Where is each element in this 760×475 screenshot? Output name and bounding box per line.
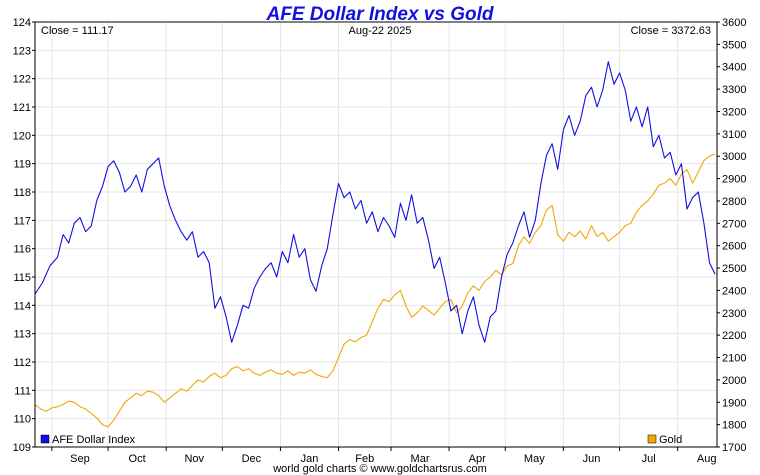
- legend-dollar-swatch: [40, 434, 50, 444]
- right-tick-label: 3500: [722, 39, 746, 51]
- left-tick-label: 116: [13, 244, 31, 256]
- right-tick-label: 3300: [722, 84, 746, 96]
- x-tick-label: May: [524, 453, 545, 465]
- left-tick-label: 112: [13, 357, 31, 369]
- x-tick-label: Oct: [129, 453, 146, 465]
- right-tick-label: 3100: [722, 129, 746, 141]
- left-tick-label: 120: [13, 130, 31, 142]
- x-tick-label: Sep: [70, 453, 90, 465]
- dollar-series: [34, 61, 716, 343]
- left-tick-label: 111: [14, 385, 31, 397]
- right-tick-label: 2900: [722, 174, 746, 186]
- x-tick-label: Apr: [469, 453, 486, 465]
- legend-gold-swatch: [647, 434, 657, 444]
- x-tick-label: Aug: [697, 453, 717, 465]
- left-tick-label: 115: [13, 272, 31, 284]
- right-tick-label: 3000: [722, 151, 746, 163]
- right-tick-label: 3200: [722, 106, 746, 118]
- right-tick-label: 1800: [722, 420, 746, 432]
- x-tick-label: Nov: [184, 453, 204, 465]
- left-tick-label: 124: [13, 17, 31, 29]
- footer-credit: world gold charts © www.goldchartsrus.co…: [272, 463, 487, 475]
- x-tick-label: Dec: [242, 453, 262, 465]
- left-tick-label: 121: [13, 102, 31, 114]
- close-right-label: Close = 3372.63: [631, 25, 711, 37]
- legend-dollar-label: AFE Dollar Index: [52, 434, 136, 446]
- left-tick-label: 114: [13, 300, 31, 312]
- plot-frame: [34, 21, 718, 448]
- right-tick-label: 2200: [722, 330, 746, 342]
- left-axis: 109 110 111 112 113 114 115 116 117 118 119 120 121 1…: [13, 17, 35, 454]
- left-tick-label: 118: [13, 187, 31, 199]
- left-tick-label: 123: [13, 45, 31, 57]
- right-tick-label: 1900: [722, 397, 746, 409]
- dollar-line: [34, 61, 716, 343]
- gold-series: [34, 153, 716, 428]
- left-tick-label: 122: [13, 74, 31, 86]
- x-tick-label: Feb: [355, 453, 374, 465]
- right-tick-label: 2500: [722, 263, 746, 275]
- x-tick-label: Mar: [411, 453, 430, 465]
- gold-line: [34, 153, 716, 428]
- close-left-label: Close = 111.17: [41, 25, 114, 37]
- x-tick-label: Jan: [301, 453, 319, 465]
- date-label: Aug-22 2025: [349, 25, 412, 37]
- left-tick-label: 113: [13, 329, 31, 341]
- right-tick-label: 3600: [722, 17, 746, 29]
- right-tick-label: 2800: [722, 196, 746, 208]
- legend-gold-label: Gold: [659, 434, 682, 446]
- right-tick-label: 2700: [722, 218, 746, 230]
- right-tick-label: 2100: [722, 353, 746, 365]
- left-tick-label: 110: [13, 414, 31, 426]
- grid: [35, 22, 717, 447]
- x-tick-label: Jun: [583, 453, 601, 465]
- right-tick-label: 2400: [722, 285, 746, 297]
- right-tick-label: 2300: [722, 308, 746, 320]
- right-tick-label: 3400: [722, 62, 746, 74]
- left-tick-label: 109: [13, 442, 31, 454]
- left-tick-label: 117: [13, 215, 31, 227]
- left-tick-label: 119: [13, 159, 31, 171]
- x-tick-label: Jul: [642, 453, 656, 465]
- chart-title: AFE Dollar Index vs Gold: [266, 4, 494, 25]
- right-tick-label: 2000: [722, 375, 746, 387]
- right-axis: 1700 1800 1900 2000 2100 2200 2300 2400 2500 2600…: [717, 17, 746, 454]
- right-tick-label: 1700: [722, 442, 746, 454]
- x-axis: Sep Oct Nov Dec Jan Feb Mar Apr May Jun Jul Aug: [51, 447, 717, 465]
- right-tick-label: 2600: [722, 241, 746, 253]
